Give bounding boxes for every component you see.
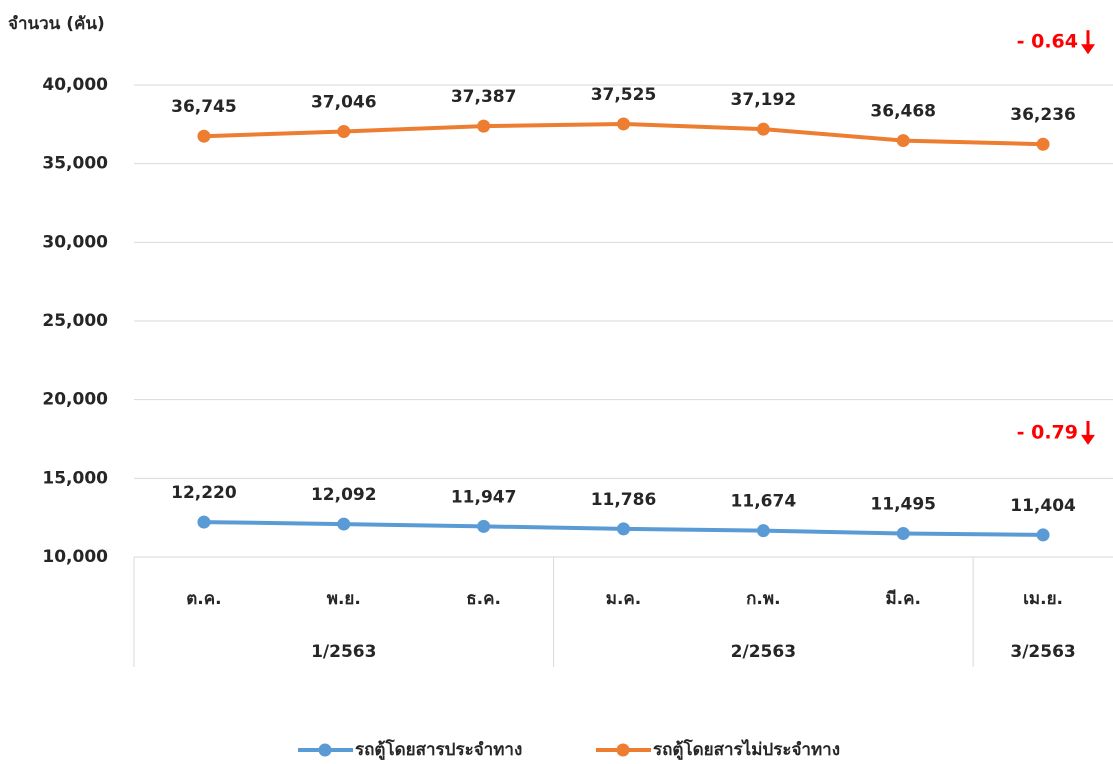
data-label: 36,468: [870, 102, 936, 122]
data-label: 11,786: [591, 490, 657, 510]
x-tick-label: ธ.ค.: [466, 589, 501, 609]
data-point: [197, 129, 211, 143]
data-point: [756, 122, 770, 136]
data-label: 11,674: [731, 492, 797, 512]
x-tick-label: เม.ย.: [1023, 589, 1063, 609]
y-tick-label: 20,000: [42, 390, 108, 410]
x-tick-label: มี.ค.: [885, 588, 921, 609]
data-label: 37,046: [311, 92, 377, 112]
arrow-head: [1081, 434, 1095, 445]
data-point: [1036, 528, 1050, 542]
data-label: 37,387: [451, 87, 517, 107]
data-point: [337, 124, 351, 138]
data-point: [896, 134, 910, 148]
legend-marker: [616, 743, 630, 757]
data-point: [756, 524, 770, 538]
data-point: [197, 515, 211, 529]
legend-marker: [318, 743, 332, 757]
data-point: [617, 522, 630, 536]
data-label: 37,192: [731, 90, 797, 110]
data-point: [477, 119, 491, 133]
data-point: [477, 519, 491, 533]
y-tick-label: 10,000: [42, 547, 108, 567]
data-label: 37,525: [591, 85, 657, 105]
x-tick-label: ต.ค.: [186, 589, 221, 609]
y-tick-label: 30,000: [42, 232, 108, 252]
y-axis-title: จำนวน (คัน): [8, 14, 105, 34]
x-tick-label: ม.ค.: [606, 589, 642, 609]
x-tick-label: ก.พ.: [746, 589, 780, 609]
y-tick-label: 15,000: [42, 468, 108, 488]
arrow-head: [1081, 44, 1095, 55]
y-tick-label: 25,000: [42, 311, 108, 331]
group-label: 3/2563: [1010, 642, 1075, 662]
x-tick-label: พ.ย.: [327, 589, 361, 609]
data-label: 11,947: [451, 487, 517, 507]
group-label: 1/2563: [311, 642, 376, 662]
change-annotation: - 0.64: [1017, 31, 1078, 53]
data-label: 12,092: [311, 485, 377, 505]
change-annotation: - 0.79: [1017, 421, 1078, 443]
y-tick-label: 40,000: [42, 75, 108, 95]
legend-label: รถตู้โดยสารประจำทาง: [355, 739, 522, 761]
data-point: [1036, 137, 1050, 151]
data-label: 11,495: [870, 494, 936, 514]
legend-label: รถตู้โดยสารไม่ประจำทาง: [653, 739, 840, 761]
data-label: 36,745: [171, 97, 237, 117]
y-tick-label: 35,000: [42, 154, 108, 174]
data-point: [617, 117, 630, 131]
data-point: [896, 526, 910, 540]
data-label: 36,236: [1010, 105, 1076, 125]
group-label: 2/2563: [731, 642, 796, 662]
data-point: [337, 517, 351, 531]
data-label: 12,220: [171, 483, 237, 503]
data-label: 11,404: [1010, 496, 1076, 516]
